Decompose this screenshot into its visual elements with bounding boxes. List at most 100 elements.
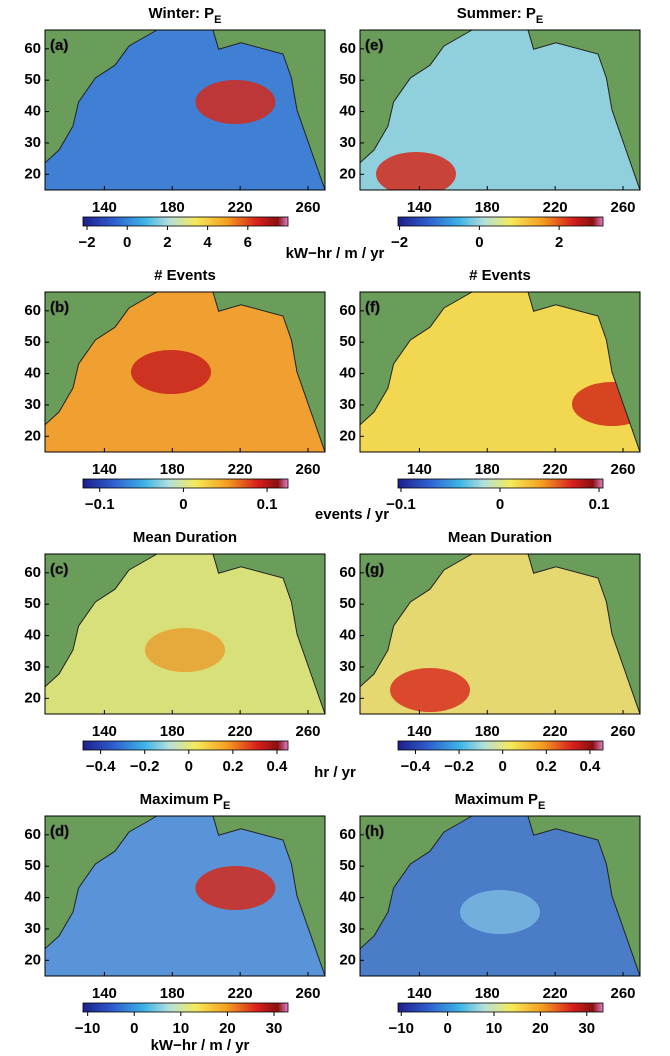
y-tick-label: 20 xyxy=(24,689,41,706)
colorbar-tick-label: 2 xyxy=(163,234,171,251)
y-tick-label: 20 xyxy=(339,427,356,444)
colorbar-tick-label: 10 xyxy=(172,1020,189,1037)
x-tick-label: 180 xyxy=(160,985,185,1002)
x-tick-label: 140 xyxy=(407,985,432,1002)
x-tick-label: 220 xyxy=(228,461,253,478)
map-frame xyxy=(44,291,326,453)
field-blob xyxy=(376,152,456,190)
y-tick-label: 50 xyxy=(339,595,356,612)
title-text: Winter: P xyxy=(148,5,214,22)
colorbar-tick-label: −2 xyxy=(78,234,95,251)
colorbar-tick-label: 0.4 xyxy=(267,758,289,775)
colorbar-units: hr / yr xyxy=(314,764,356,781)
ocean xyxy=(45,816,325,976)
y-tick-label: 50 xyxy=(339,857,356,874)
colorbar-tick-label: 0 xyxy=(123,234,131,251)
panel-title: Maximum PE xyxy=(140,791,231,812)
colorbar xyxy=(82,478,289,489)
y-tick-label: 60 xyxy=(339,564,356,581)
ocean xyxy=(360,30,640,190)
panel-title: # Events xyxy=(469,267,531,284)
y-tick-label: 40 xyxy=(339,365,356,382)
y-tick-label: 50 xyxy=(339,71,356,88)
title-text: Maximum P xyxy=(455,791,538,808)
colorbar-tick-label: −0.1 xyxy=(85,496,115,513)
colorbar-tick-label: 0 xyxy=(179,496,187,513)
colorbar-tick-label: 2 xyxy=(555,234,563,251)
colorbar xyxy=(397,740,604,751)
x-tick-label: 220 xyxy=(228,723,253,740)
x-tick-label: 140 xyxy=(407,723,432,740)
x-tick-label: 180 xyxy=(475,199,500,216)
panel-letter: (a) xyxy=(50,37,68,54)
colorbar-tick-label: 0 xyxy=(443,1020,451,1037)
x-tick-label: 140 xyxy=(407,461,432,478)
panel-title: Mean Duration xyxy=(133,529,237,546)
title-text: # Events xyxy=(469,267,531,284)
x-tick-label: 180 xyxy=(160,461,185,478)
y-tick-label: 40 xyxy=(24,889,41,906)
title-text: Maximum P xyxy=(140,791,223,808)
panel-letter: (c) xyxy=(50,561,68,578)
y-tick-label: 40 xyxy=(339,627,356,644)
y-tick-label: 30 xyxy=(339,920,356,937)
x-tick-label: 220 xyxy=(543,461,568,478)
colorbar-tick-label: 0.4 xyxy=(579,758,601,775)
colorbar-tick-label: −10 xyxy=(75,1020,100,1037)
y-tick-label: 30 xyxy=(24,396,41,413)
field-blob xyxy=(390,668,470,712)
x-tick-label: 140 xyxy=(92,985,117,1002)
title-subscript: E xyxy=(214,14,221,26)
colorbar-tick-label: 10 xyxy=(486,1020,503,1037)
colorbar-units: events / yr xyxy=(315,506,389,523)
y-tick-label: 60 xyxy=(24,40,41,57)
ocean-field xyxy=(45,30,325,190)
ocean-field xyxy=(360,30,640,190)
x-tick-label: 180 xyxy=(475,723,500,740)
x-tick-label: 180 xyxy=(475,461,500,478)
field-blob xyxy=(195,80,276,124)
y-tick-label: 60 xyxy=(24,564,41,581)
y-tick-label: 40 xyxy=(339,103,356,120)
x-tick-label: 220 xyxy=(543,723,568,740)
field-blob xyxy=(460,890,540,934)
colorbar-tick-label: −2 xyxy=(391,234,408,251)
panel-letter: (f) xyxy=(365,299,380,316)
x-tick-label: 220 xyxy=(543,985,568,1002)
x-tick-label: 260 xyxy=(611,985,636,1002)
panel-letter: (b) xyxy=(50,299,69,316)
colorbar-tick-label: 6 xyxy=(244,234,252,251)
y-tick-label: 60 xyxy=(339,302,356,319)
map-frame xyxy=(359,291,641,453)
y-tick-label: 20 xyxy=(339,165,356,182)
x-tick-label: 260 xyxy=(296,985,321,1002)
y-tick-label: 50 xyxy=(24,595,41,612)
title-text: Mean Duration xyxy=(133,529,237,546)
title-subscript: E xyxy=(223,800,230,812)
y-tick-label: 60 xyxy=(339,40,356,57)
x-tick-label: 140 xyxy=(92,723,117,740)
map-frame xyxy=(44,815,326,977)
title-text: Mean Duration xyxy=(448,529,552,546)
y-tick-label: 40 xyxy=(24,627,41,644)
y-tick-label: 40 xyxy=(24,365,41,382)
x-tick-label: 260 xyxy=(296,723,321,740)
ocean xyxy=(360,292,640,452)
y-tick-label: 50 xyxy=(24,857,41,874)
panel-title: Winter: PE xyxy=(148,5,221,26)
ocean-field xyxy=(45,816,325,976)
y-tick-label: 50 xyxy=(24,71,41,88)
colorbar xyxy=(82,1002,289,1013)
x-tick-label: 220 xyxy=(228,199,253,216)
y-tick-label: 50 xyxy=(24,333,41,350)
x-tick-label: 140 xyxy=(92,461,117,478)
panel-title: Maximum PE xyxy=(455,791,546,812)
map-frame xyxy=(359,553,641,715)
title-text: Summer: P xyxy=(457,5,536,22)
colorbar-tick-label: 20 xyxy=(219,1020,236,1037)
panel-title: Mean Duration xyxy=(448,529,552,546)
y-tick-label: 40 xyxy=(24,103,41,120)
colorbar xyxy=(82,216,289,227)
y-tick-label: 30 xyxy=(339,396,356,413)
colorbar-tick-label: 0 xyxy=(499,758,507,775)
